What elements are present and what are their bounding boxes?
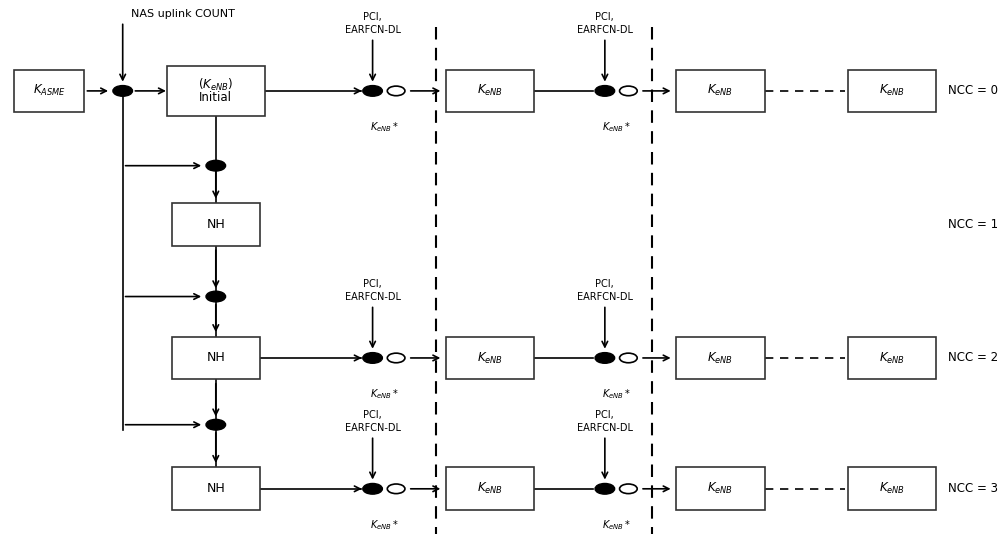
Text: $K_{eNB}*$: $K_{eNB}*$ <box>602 120 631 134</box>
Bar <box>446 468 534 510</box>
Bar <box>676 70 765 112</box>
Circle shape <box>595 86 615 96</box>
Text: NH: NH <box>206 482 225 495</box>
Circle shape <box>113 86 132 96</box>
Text: PCI,
EARFCN-DL: PCI, EARFCN-DL <box>577 410 633 433</box>
Text: $K_{eNB}$: $K_{eNB}$ <box>707 481 734 496</box>
Text: NCC = 1: NCC = 1 <box>948 218 998 231</box>
Text: $K_{ASME}$: $K_{ASME}$ <box>33 83 66 99</box>
Circle shape <box>363 86 382 96</box>
Text: $K_{eNB}*$: $K_{eNB}*$ <box>370 387 399 401</box>
Text: $K_{eNB}*$: $K_{eNB}*$ <box>370 120 399 134</box>
Text: $K_{eNB}$: $K_{eNB}$ <box>707 350 734 366</box>
Bar <box>676 337 765 379</box>
Text: $K_{eNB}$: $K_{eNB}$ <box>477 481 503 496</box>
Circle shape <box>206 291 226 302</box>
Text: PCI,
EARFCN-DL: PCI, EARFCN-DL <box>345 280 401 302</box>
Text: NH: NH <box>206 352 225 365</box>
Circle shape <box>620 86 637 96</box>
Text: NCC = 3: NCC = 3 <box>948 482 998 495</box>
Bar <box>848 337 936 379</box>
Circle shape <box>387 353 405 363</box>
Bar <box>172 337 260 379</box>
Text: NCC = 2: NCC = 2 <box>948 352 998 365</box>
Bar <box>676 468 765 510</box>
Text: $K_{eNB}$: $K_{eNB}$ <box>477 83 503 99</box>
Text: $K_{eNB}$: $K_{eNB}$ <box>879 83 905 99</box>
Text: Initial: Initial <box>199 91 232 104</box>
Text: NH: NH <box>206 218 225 231</box>
Bar <box>446 337 534 379</box>
Text: $K_{eNB}$: $K_{eNB}$ <box>879 481 905 496</box>
Text: $(K_{eNB})$: $(K_{eNB})$ <box>198 76 233 93</box>
Text: $K_{eNB}*$: $K_{eNB}*$ <box>602 387 631 401</box>
Bar <box>14 70 84 112</box>
Text: NCC = 0: NCC = 0 <box>948 84 998 98</box>
Text: $K_{eNB}$: $K_{eNB}$ <box>707 83 734 99</box>
Bar <box>446 70 534 112</box>
Text: PCI,
EARFCN-DL: PCI, EARFCN-DL <box>577 13 633 35</box>
Circle shape <box>363 353 382 364</box>
Circle shape <box>387 484 405 494</box>
Bar <box>172 468 260 510</box>
Circle shape <box>206 160 226 171</box>
Text: $K_{eNB}$: $K_{eNB}$ <box>879 350 905 366</box>
Text: NAS uplink COUNT: NAS uplink COUNT <box>131 9 234 19</box>
Circle shape <box>620 353 637 363</box>
Bar <box>172 203 260 246</box>
Text: PCI,
EARFCN-DL: PCI, EARFCN-DL <box>345 410 401 433</box>
Bar <box>848 70 936 112</box>
Circle shape <box>363 483 382 494</box>
Text: $K_{eNB}*$: $K_{eNB}*$ <box>602 518 631 532</box>
Bar <box>848 468 936 510</box>
Text: $K_{eNB}*$: $K_{eNB}*$ <box>370 518 399 532</box>
Circle shape <box>595 353 615 364</box>
Text: PCI,
EARFCN-DL: PCI, EARFCN-DL <box>577 280 633 302</box>
Circle shape <box>620 484 637 494</box>
Circle shape <box>387 86 405 96</box>
Circle shape <box>595 483 615 494</box>
Text: PCI,
EARFCN-DL: PCI, EARFCN-DL <box>345 13 401 35</box>
Text: $K_{eNB}$: $K_{eNB}$ <box>477 350 503 366</box>
Circle shape <box>206 420 226 430</box>
Bar <box>167 65 265 116</box>
